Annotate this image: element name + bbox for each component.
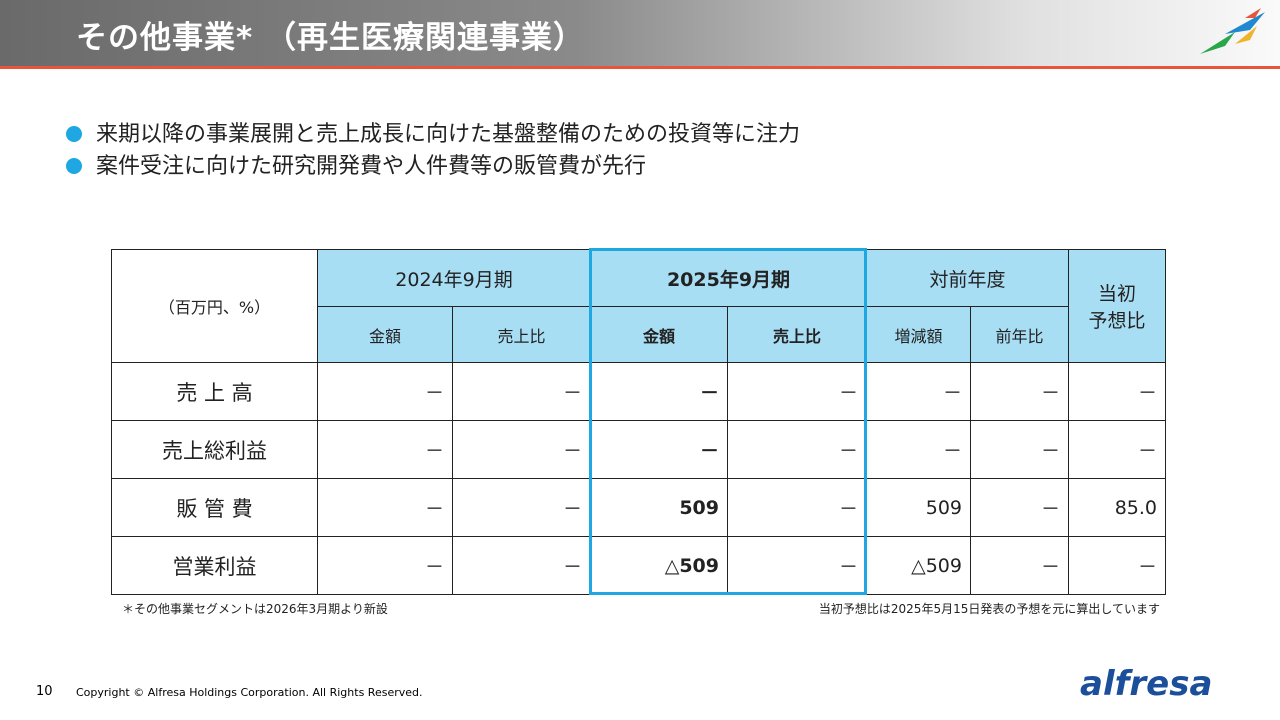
- cell: －: [317, 536, 453, 595]
- title: その他事業* （再生医療関連事業）: [76, 20, 586, 56]
- header-bar: その他事業* （再生医療関連事業）: [0, 0, 1280, 69]
- logo-text: alfresa: [1080, 664, 1213, 704]
- cell: －: [970, 420, 1069, 479]
- cell: －: [452, 362, 591, 421]
- cell: －: [317, 478, 453, 537]
- row-label: 売上総利益: [111, 420, 318, 479]
- logo-mark: [1200, 8, 1265, 54]
- cell: △509: [866, 536, 971, 595]
- subheader-row: 金額 売上比 金額 売上比 増減額 前年比: [112, 306, 1166, 363]
- table-row: 販 管 費－－ 509 － 509 － 85.0: [111, 478, 1166, 537]
- cell: －: [866, 420, 971, 479]
- subheader: 売上比: [452, 306, 591, 363]
- table: （百万円、%） 2024年9月期 2025年9月期 対前年度 当初 予想比 金額 売上比 金額売…: [111, 249, 1166, 595]
- cell: －: [590, 420, 728, 479]
- cell: －: [1068, 536, 1166, 595]
- table-row: 売 上 高－－－－－－－: [111, 362, 1166, 421]
- cell: －: [866, 362, 971, 421]
- subheader: 前年比: [970, 306, 1069, 363]
- cell: －: [590, 362, 728, 421]
- cell: 509: [590, 478, 728, 537]
- bullet: 案件受注に向けた研究開発費や人件費等の販管費が先行: [66, 148, 646, 180]
- bullet: 来期以降の事業展開と売上成長に向けた基盤整備のための投資等に注力: [66, 116, 800, 148]
- cell: －: [452, 478, 591, 537]
- row-label: 営業利益: [111, 536, 318, 595]
- group-header: 対前年度: [866, 249, 1069, 307]
- row-label: 販 管 費: [111, 478, 318, 537]
- subheader: 増減額: [866, 306, 971, 363]
- footnote: ＊その他事業セグメントは2026年3月期より新設: [122, 602, 388, 616]
- forecast-header: 当初 予想比: [1068, 249, 1166, 363]
- cell: －: [452, 536, 591, 595]
- unit-cell: （百万円、%）: [111, 249, 318, 363]
- cell: －: [452, 420, 591, 479]
- cell: －: [970, 536, 1069, 595]
- page-number: 10: [36, 684, 53, 699]
- cell: －: [727, 536, 867, 595]
- cell: －: [317, 362, 453, 421]
- cell: －: [727, 420, 867, 479]
- cell: －: [727, 478, 867, 537]
- cell: －: [317, 420, 453, 479]
- forecast-line: 当初: [1097, 283, 1136, 305]
- cell: －: [970, 362, 1069, 421]
- cell: －: [1068, 420, 1166, 479]
- table-row: 売上総利益－－－－－－－: [111, 420, 1166, 479]
- footnote: 当初予想比は2025年5月15日発表の予想を元に算出しています: [818, 602, 1160, 616]
- forecast-line: 予想比: [1088, 310, 1146, 332]
- group-header: 2024年9月期: [317, 249, 591, 307]
- subheader: 金額: [590, 306, 728, 363]
- cell: －: [1068, 362, 1166, 421]
- cell: △509: [590, 536, 728, 595]
- cell: 509: [866, 478, 971, 537]
- subheader: 売上比: [727, 306, 867, 363]
- subheader: 金額: [317, 306, 453, 363]
- cell: －: [970, 478, 1069, 537]
- copyright: Copyright © Alfresa Holdings Corporation…: [76, 686, 423, 699]
- table-row: 営業利益－－ △509 － △509 －－: [111, 536, 1166, 595]
- highlight-box: [589, 248, 867, 595]
- cell: 85.0: [1068, 478, 1166, 537]
- row-label: 売 上 高: [111, 362, 318, 421]
- header-row: （百万円、%） 2024年9月期 2025年9月期 対前年度 当初 予想比: [111, 249, 1166, 363]
